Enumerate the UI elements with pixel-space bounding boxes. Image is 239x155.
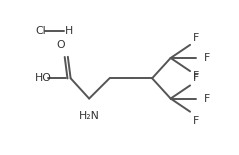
Text: HO: HO: [35, 73, 52, 83]
Text: H₂N: H₂N: [79, 111, 100, 121]
Text: Cl: Cl: [35, 26, 46, 36]
Text: F: F: [204, 94, 210, 104]
Text: F: F: [193, 33, 199, 43]
Text: F: F: [204, 53, 210, 63]
Text: F: F: [193, 71, 199, 81]
Text: F: F: [193, 116, 199, 126]
Text: O: O: [56, 40, 65, 50]
Text: F: F: [193, 73, 199, 83]
Text: H: H: [65, 26, 73, 36]
